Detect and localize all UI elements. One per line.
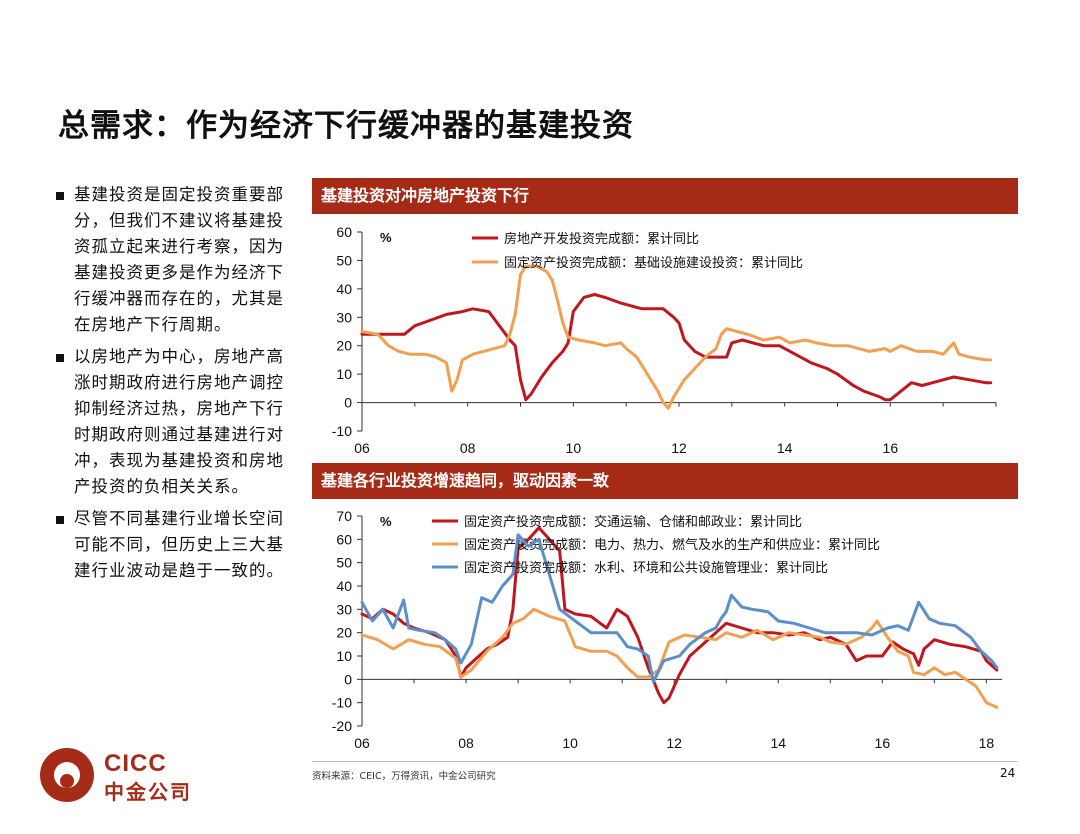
bullet-text: 基建投资是固定投资重要部分，但我们不建议将基建投资孤立起来进行考察，因为基建投资… xyxy=(74,185,284,334)
y-tick-label: 10 xyxy=(336,648,352,664)
y-tick-label: 40 xyxy=(336,281,352,297)
legend-label: 固定资产投资完成额：水利、环境和公共设施管理业：累计同比 xyxy=(464,560,828,575)
x-tick-label: 14 xyxy=(777,440,793,456)
chart2-title: 基建各行业投资增速趋同，驱动因素一致 xyxy=(312,463,1018,499)
y-tick-label: -20 xyxy=(332,718,352,734)
y-tick-label: 20 xyxy=(336,338,352,354)
x-tick-label: 12 xyxy=(671,440,687,456)
legend-label: 固定资产投资完成额：交通运输、仓储和邮政业：累计同比 xyxy=(464,514,802,529)
page-number: 24 xyxy=(1000,766,1016,780)
bullet-list: 基建投资是固定投资重要部分，但我们不建议将基建投资孤立起来进行考察，因为基建投资… xyxy=(56,182,296,590)
page-title: 总需求：作为经济下行缓冲器的基建投资 xyxy=(58,108,634,144)
x-tick-label: 12 xyxy=(666,735,682,751)
series-line-2 xyxy=(360,264,993,410)
y-tick-label: 40 xyxy=(336,578,352,594)
x-tick-label: 18 xyxy=(979,735,995,751)
source-note: 资料来源：CEIC，万得资讯，中金公司研究 xyxy=(312,771,496,782)
y-tick-label: 30 xyxy=(336,601,352,617)
bullet-square-icon xyxy=(56,192,64,200)
chart2: -20 -10 0 10 20 30 40 50 60 70 06 08 10 12 14 16 18% 固定资产… xyxy=(332,508,1002,751)
bullet-text: 尽管不同基建行业增长空间可能不同，但历史上三大基建行业波动是趋于一致的。 xyxy=(74,509,284,580)
chart1: -10 0 10 20 30 40 50 60 06 08 10 12 14 16% 房地产开发投资完成额：… xyxy=(332,224,997,456)
bullet-text: 以房地产为中心，房地产高涨时期政府进行房地产调控抑制经济过热，房地产下行时期政府… xyxy=(74,347,284,496)
x-tick-label: 16 xyxy=(875,735,891,751)
legend-label: 房地产开发投资完成额：累计同比 xyxy=(504,231,699,246)
series-line-3 xyxy=(360,533,999,684)
bullet-item: 以房地产为中心，房地产高涨时期政府进行房地产调控抑制经济过热，房地产下行时期政府… xyxy=(56,344,296,500)
footer-divider xyxy=(312,761,1018,762)
y-tick-label: 30 xyxy=(336,309,352,325)
y-tick-label: 10 xyxy=(336,366,352,382)
bullet-square-icon xyxy=(56,354,64,362)
y-tick-label: -10 xyxy=(332,695,352,711)
y-tick-label: 50 xyxy=(336,252,352,268)
cicc-logo-icon xyxy=(40,748,94,802)
x-tick-label: 14 xyxy=(770,735,786,751)
x-tick-label: 08 xyxy=(460,440,476,456)
y-tick-label: 70 xyxy=(336,508,352,524)
bullet-square-icon xyxy=(56,516,64,524)
y-tick-label: -10 xyxy=(332,423,352,439)
y-tick-label: 0 xyxy=(344,395,352,411)
bullet-item: 尽管不同基建行业增长空间可能不同，但历史上三大基建行业波动是趋于一致的。 xyxy=(56,506,296,584)
x-tick-label: 06 xyxy=(354,440,370,456)
logo-text-cn: 中金公司 xyxy=(104,780,192,804)
x-tick-label: 16 xyxy=(883,440,899,456)
y-tick-label: 20 xyxy=(336,625,352,641)
logo-text-en: CICC xyxy=(104,750,167,777)
cicc-logo: CICC 中金公司 xyxy=(40,748,200,804)
unit-label: % xyxy=(380,230,392,245)
y-tick-label: 0 xyxy=(344,671,352,687)
x-tick-label: 10 xyxy=(566,440,582,456)
bullet-item: 基建投资是固定投资重要部分，但我们不建议将基建投资孤立起来进行考察，因为基建投资… xyxy=(56,182,296,338)
unit-label: % xyxy=(380,514,392,529)
x-tick-label: 08 xyxy=(458,735,474,751)
series-line-2 xyxy=(360,607,999,709)
y-tick-label: 60 xyxy=(336,531,352,547)
y-tick-label: 50 xyxy=(336,555,352,571)
chart1-title: 基建投资对冲房地产投资下行 xyxy=(312,178,1018,214)
legend-label: 固定资产投资完成额：基础设施建设投资：累计同比 xyxy=(504,255,803,270)
series-line-1 xyxy=(360,293,993,402)
x-tick-label: 06 xyxy=(354,735,370,751)
series-line-1 xyxy=(360,526,999,705)
legend-label: 固定资产投资完成额：电力、热力、燃气及水的生产和供应业：累计同比 xyxy=(464,537,880,552)
x-tick-label: 10 xyxy=(562,735,578,751)
y-tick-label: 60 xyxy=(336,224,352,240)
